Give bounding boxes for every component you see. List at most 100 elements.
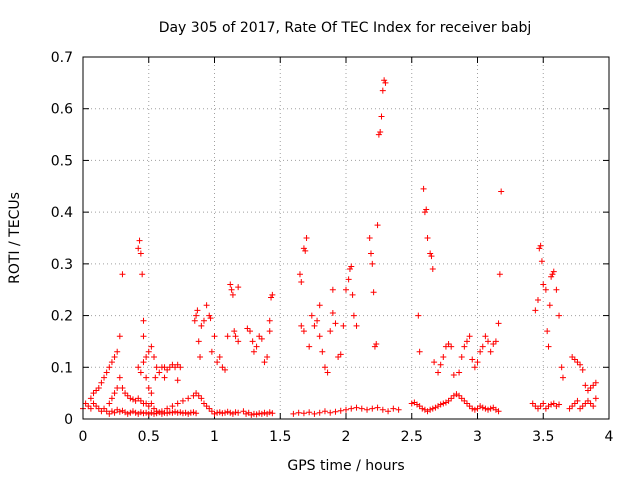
data-point (111, 409, 118, 416)
data-point (250, 348, 257, 355)
data-point (124, 410, 131, 417)
data-point (219, 364, 226, 371)
data-point (143, 400, 150, 407)
data-point (471, 364, 478, 371)
data-point (374, 404, 381, 411)
data-point (156, 369, 163, 376)
data-point (116, 374, 123, 381)
data-point (556, 312, 563, 319)
data-point (332, 408, 339, 415)
data-point (190, 409, 197, 416)
data-point (169, 361, 176, 368)
data-point (429, 405, 436, 412)
data-point (261, 359, 268, 366)
data-point (427, 406, 434, 413)
data-point (548, 401, 555, 408)
data-point (579, 366, 586, 373)
x-tick-label: 3 (473, 429, 482, 445)
data-point (463, 338, 470, 345)
data-point (415, 312, 422, 319)
data-point (423, 206, 430, 213)
data-point (582, 400, 589, 407)
data-point (137, 409, 144, 416)
data-point (450, 372, 457, 379)
y-tick-label: 0.3 (51, 257, 73, 273)
data-point (116, 333, 123, 340)
data-point (408, 400, 415, 407)
data-point (458, 353, 465, 360)
data-point (137, 397, 144, 404)
data-point (90, 390, 97, 397)
data-point (316, 302, 323, 309)
data-point (582, 382, 589, 389)
data-point (87, 405, 94, 412)
data-point (350, 312, 357, 319)
data-point (203, 403, 210, 410)
data-point (431, 359, 438, 366)
data-point (548, 273, 555, 280)
data-point (264, 410, 271, 417)
x-tick-label: 1 (210, 429, 219, 445)
data-point (544, 328, 551, 335)
x-axis-title: GPS time / hours (287, 458, 404, 474)
data-point (200, 317, 207, 324)
data-point (496, 271, 503, 278)
data-point (164, 405, 171, 412)
data-point (101, 374, 108, 381)
data-point (442, 399, 449, 406)
data-point (140, 333, 147, 340)
data-point (148, 400, 155, 407)
data-point (337, 351, 344, 358)
data-point (103, 408, 110, 415)
data-point (463, 400, 470, 407)
data-point (148, 343, 155, 350)
data-point (300, 328, 307, 335)
data-point (148, 390, 155, 397)
y-tick-label: 0.4 (51, 205, 73, 221)
data-point (435, 369, 442, 376)
data-point (381, 77, 388, 84)
data-point (474, 405, 481, 412)
data-point (151, 353, 158, 360)
data-point (574, 359, 581, 366)
data-point (98, 408, 105, 415)
data-point (206, 405, 213, 412)
data-point (193, 410, 200, 417)
data-point (584, 397, 591, 404)
data-point (466, 333, 473, 340)
data-point (198, 322, 205, 329)
data-point (559, 374, 566, 381)
data-point (140, 410, 147, 417)
data-point (127, 409, 134, 416)
data-point (390, 405, 397, 412)
data-point (590, 382, 597, 389)
data-point (424, 408, 431, 415)
x-tick-labels: 0 0.5 1 1.5 2 2.5 3 3.5 4 (79, 429, 614, 445)
data-point (577, 361, 584, 368)
data-point (129, 408, 136, 415)
data-point (349, 291, 356, 298)
data-point (382, 79, 389, 86)
data-point (194, 307, 201, 314)
data-point (228, 286, 235, 293)
data-point (151, 405, 158, 412)
data-point (82, 400, 89, 407)
data-point (308, 312, 315, 319)
x-tick-label: 0.5 (138, 429, 160, 445)
data-point (148, 409, 155, 416)
data-point (569, 353, 576, 360)
data-point (203, 302, 210, 309)
data-point (432, 404, 439, 411)
data-point (135, 410, 142, 417)
data-point (140, 317, 147, 324)
data-point (177, 409, 184, 416)
data-point (395, 406, 402, 413)
data-point (427, 250, 434, 257)
data-point (327, 409, 334, 416)
data-point (556, 401, 563, 408)
data-point (311, 322, 318, 329)
data-point (247, 328, 254, 335)
data-point (298, 278, 305, 285)
data-point (222, 366, 229, 373)
data-point (440, 400, 447, 407)
